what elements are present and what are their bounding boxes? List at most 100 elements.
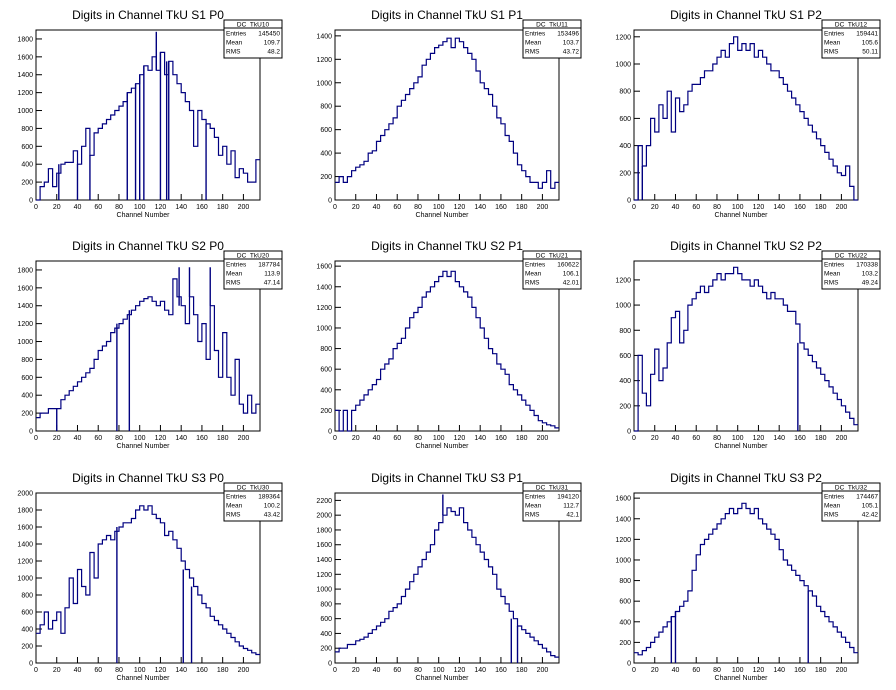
x-tick-label: 20 bbox=[651, 204, 659, 211]
histogram-series bbox=[36, 278, 260, 419]
x-tick-label: 140 bbox=[773, 435, 785, 442]
chart-title: Digits in Channel TkU S2 P0 bbox=[72, 239, 224, 253]
stats-label: Mean bbox=[824, 271, 841, 278]
x-axis-label: Channel Number bbox=[715, 675, 769, 682]
x-tick-label: 60 bbox=[94, 667, 102, 674]
x-axis-label: Channel Number bbox=[117, 212, 171, 219]
stats-value: 194120 bbox=[557, 494, 579, 501]
x-tick-label: 100 bbox=[732, 204, 744, 211]
y-tick-label: 400 bbox=[21, 393, 33, 400]
y-tick-label: 800 bbox=[21, 593, 33, 600]
y-tick-label: 1000 bbox=[615, 303, 631, 310]
x-tick-label: 0 bbox=[632, 204, 636, 211]
x-tick-label: 40 bbox=[373, 435, 381, 442]
stats-value: 112.7 bbox=[563, 503, 579, 510]
y-tick-label: 0 bbox=[328, 198, 332, 205]
x-tick-label: 0 bbox=[34, 667, 38, 674]
y-tick-label: 1000 bbox=[316, 587, 332, 594]
stats-value: 47.14 bbox=[264, 280, 281, 287]
x-tick-label: 20 bbox=[352, 667, 360, 674]
stats-value: 113.9 bbox=[264, 271, 280, 278]
chart-title: Digits in Channel TkU S3 P2 bbox=[670, 471, 822, 485]
x-tick-label: 200 bbox=[537, 204, 549, 211]
y-tick-label: 1600 bbox=[17, 525, 33, 532]
plot-frame bbox=[334, 29, 560, 201]
stats-label: Mean bbox=[226, 503, 243, 510]
x-tick-label: 140 bbox=[474, 435, 486, 442]
x-tick-label: 120 bbox=[753, 435, 765, 442]
x-tick-label: 200 bbox=[836, 204, 848, 211]
x-tick-label: 80 bbox=[713, 204, 721, 211]
stats-name: DC_TkU30 bbox=[237, 485, 270, 492]
y-tick-label: 800 bbox=[619, 89, 631, 96]
y-tick-label: 400 bbox=[21, 162, 33, 169]
chart-title: Digits in Channel TkU S3 P0 bbox=[72, 471, 224, 485]
x-tick-label: 140 bbox=[175, 435, 187, 442]
x-tick-label: 0 bbox=[333, 204, 337, 211]
stats-value: 105.6 bbox=[862, 40, 879, 47]
y-tick-label: 1400 bbox=[316, 557, 332, 564]
x-axis-label: Channel Number bbox=[715, 443, 769, 450]
x-tick-label: 160 bbox=[794, 435, 806, 442]
x-tick-label: 140 bbox=[773, 204, 785, 211]
y-tick-label: 1600 bbox=[17, 54, 33, 61]
chart-panel-6: Digits in Channel TkU S2 P20200400600800… bbox=[615, 239, 881, 450]
y-tick-label: 1200 bbox=[17, 90, 33, 97]
histogram-series bbox=[335, 270, 559, 432]
y-tick-label: 1600 bbox=[316, 542, 332, 549]
y-tick-label: 200 bbox=[320, 646, 332, 653]
x-tick-label: 160 bbox=[495, 667, 507, 674]
stats-label: Mean bbox=[525, 40, 542, 47]
stats-label: Entries bbox=[525, 262, 546, 269]
histogram-series bbox=[634, 266, 858, 432]
y-tick-label: 200 bbox=[320, 408, 332, 415]
y-tick-label: 600 bbox=[320, 616, 332, 623]
x-tick-label: 200 bbox=[537, 667, 549, 674]
x-tick-label: 160 bbox=[495, 204, 507, 211]
stats-value: 49.24 bbox=[862, 280, 879, 287]
y-tick-label: 200 bbox=[21, 411, 33, 418]
x-tick-label: 0 bbox=[632, 667, 636, 674]
y-tick-label: 1400 bbox=[17, 303, 33, 310]
stats-value: 109.7 bbox=[264, 40, 281, 47]
x-tick-label: 180 bbox=[516, 435, 528, 442]
y-tick-label: 400 bbox=[320, 151, 332, 158]
x-tick-label: 120 bbox=[454, 435, 466, 442]
chart-title: Digits in Channel TkU S1 P1 bbox=[371, 8, 523, 22]
x-tick-label: 60 bbox=[393, 204, 401, 211]
y-tick-label: 1000 bbox=[615, 557, 631, 564]
x-axis-label: Channel Number bbox=[117, 675, 171, 682]
x-tick-label: 80 bbox=[115, 204, 123, 211]
y-tick-label: 0 bbox=[29, 198, 33, 205]
y-tick-label: 1600 bbox=[615, 496, 631, 503]
stats-value: 106.1 bbox=[563, 271, 580, 278]
stats-value: 103.2 bbox=[862, 271, 879, 278]
x-tick-label: 120 bbox=[753, 204, 765, 211]
stats-name: DC_TkU12 bbox=[835, 22, 868, 29]
x-tick-label: 0 bbox=[632, 435, 636, 442]
x-tick-label: 120 bbox=[155, 204, 167, 211]
y-tick-label: 600 bbox=[619, 353, 631, 360]
stats-value: 160622 bbox=[557, 262, 579, 269]
chart-title: Digits in Channel TkU S2 P2 bbox=[670, 239, 822, 253]
y-tick-label: 1200 bbox=[615, 34, 631, 41]
x-tick-label: 40 bbox=[74, 435, 82, 442]
x-tick-label: 200 bbox=[238, 435, 250, 442]
stats-label: RMS bbox=[525, 512, 540, 519]
stats-label: RMS bbox=[525, 49, 540, 56]
x-tick-label: 140 bbox=[175, 204, 187, 211]
y-tick-label: 1800 bbox=[17, 508, 33, 515]
x-tick-label: 100 bbox=[134, 435, 146, 442]
stats-name: DC_TkU11 bbox=[536, 22, 568, 29]
x-tick-label: 120 bbox=[753, 667, 765, 674]
stats-value: 103.7 bbox=[563, 40, 580, 47]
y-tick-label: 800 bbox=[21, 357, 33, 364]
y-tick-label: 1000 bbox=[615, 62, 631, 69]
y-tick-label: 0 bbox=[29, 661, 33, 668]
stats-box bbox=[821, 19, 881, 59]
stats-label: Entries bbox=[824, 31, 845, 38]
chart-title: Digits in Channel TkU S3 P1 bbox=[371, 471, 523, 485]
stats-name: DC_TkU31 bbox=[536, 485, 569, 492]
x-tick-label: 100 bbox=[433, 435, 445, 442]
stats-name: DC_TkU21 bbox=[536, 253, 569, 260]
